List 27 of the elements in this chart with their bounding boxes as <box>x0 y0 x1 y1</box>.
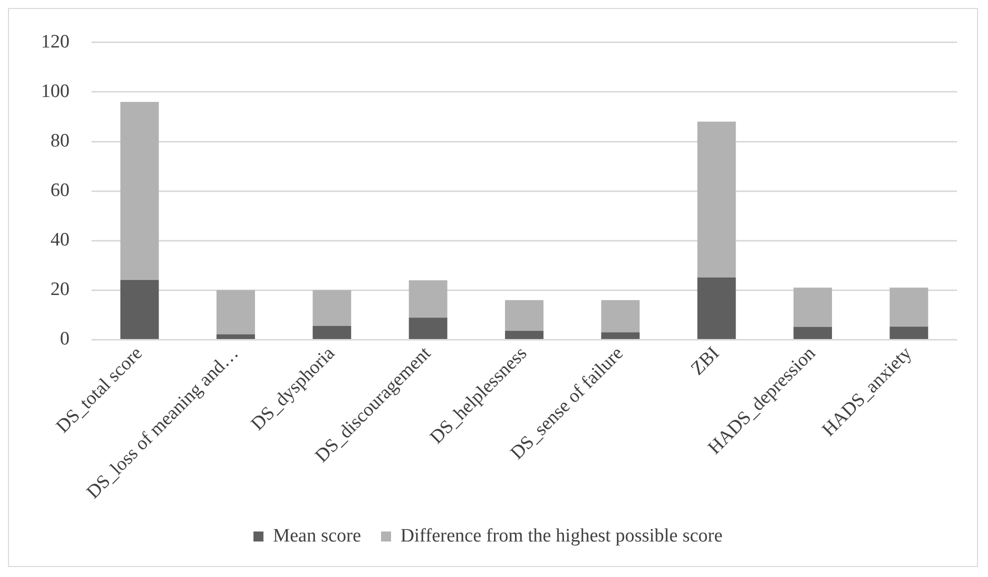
legend-label: Difference from the highest possible score <box>400 525 723 546</box>
bar <box>794 326 832 339</box>
bar <box>601 332 640 339</box>
bar <box>216 334 255 339</box>
bar <box>601 300 640 332</box>
bar <box>697 122 736 278</box>
y-tick-label: 0 <box>60 328 70 350</box>
bar <box>890 288 928 327</box>
legend-label: Mean score <box>272 525 362 546</box>
bar <box>505 330 544 339</box>
bar <box>408 280 448 318</box>
y-tick-label: 120 <box>41 31 70 52</box>
bar <box>890 326 928 339</box>
y-tick-label: 20 <box>50 279 70 300</box>
bar <box>120 102 159 280</box>
y-tick-label: 80 <box>50 130 70 152</box>
bar <box>505 300 544 331</box>
bar <box>312 290 352 326</box>
bar <box>312 326 352 339</box>
bar <box>408 318 448 339</box>
y-tick-label: 60 <box>50 180 70 202</box>
bar <box>697 278 736 339</box>
bar <box>216 290 255 334</box>
bar <box>794 288 832 327</box>
y-tick-label: 100 <box>41 80 70 102</box>
y-tick-label: 40 <box>50 230 70 251</box>
bar <box>120 280 159 339</box>
